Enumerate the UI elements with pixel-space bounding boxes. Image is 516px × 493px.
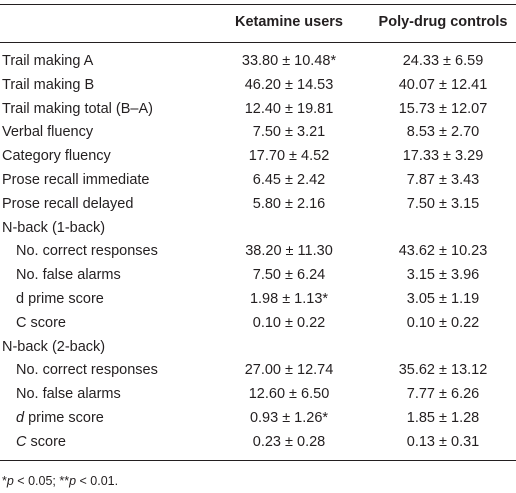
table-cell: 40.07 ± 12.41 [398, 76, 488, 93]
table-cell: 35.62 ± 13.12 [398, 362, 488, 379]
row-label: d prime score [16, 291, 104, 307]
row-label: Trail making B [2, 76, 95, 93]
row-label: C score [16, 314, 66, 331]
table-cell: 6.45 ± 2.42 [252, 172, 326, 188]
section-label: N-back (1-back) [2, 219, 106, 236]
table-cell: 12.40 ± 19.81 [244, 100, 334, 117]
row-label: Trail making total (B–A) [2, 100, 153, 117]
table-cell: 27.00 ± 12.74 [244, 362, 334, 379]
table-cell: 8.53 ± 2.70 [406, 124, 480, 141]
text-segment: p [6, 474, 14, 488]
bottom-rule [0, 460, 516, 461]
table-cell: 17.33 ± 3.29 [402, 148, 484, 165]
text-segment: score [26, 433, 66, 450]
table-cell: 1.85 ± 1.28 [406, 410, 480, 426]
row-label: No. correct responses [16, 362, 158, 379]
row-label: Prose recall immediate [2, 172, 150, 188]
row-label: No. correct responses [16, 243, 158, 260]
table-cell: 1.98 ± 1.13* [249, 291, 329, 307]
row-label: Trail making A [2, 53, 94, 69]
row-label: d prime score [16, 409, 104, 427]
column-header: Poly-drug controls [378, 14, 508, 30]
row-label: Category fluency [2, 148, 111, 165]
top-rule [0, 4, 516, 5]
table-cell: 7.50 ± 3.15 [406, 195, 480, 212]
table-cell: 7.87 ± 3.43 [406, 172, 480, 188]
row-label: Prose recall delayed [2, 195, 134, 212]
footnote: *p < 0.05; **p < 0.01. [2, 474, 118, 488]
table-cell: 7.50 ± 6.24 [252, 267, 326, 284]
text-segment: < 0.05; ** [13, 474, 70, 488]
row-label: No. false alarms [16, 386, 121, 403]
table-cell: 3.05 ± 1.19 [406, 291, 480, 307]
table-cell: 7.50 ± 3.21 [252, 124, 326, 141]
header-rule [0, 42, 516, 43]
table-cell: 3.15 ± 3.96 [406, 267, 480, 284]
text-segment: d [16, 410, 25, 426]
text-segment: < 0.01. [76, 474, 119, 488]
row-label: No. false alarms [16, 267, 121, 284]
table-cell: 0.10 ± 0.22 [406, 314, 480, 331]
table-cell: 33.80 ± 10.48* [241, 53, 337, 69]
table-cell: 15.73 ± 12.07 [398, 100, 488, 117]
table-cell: 0.13 ± 0.31 [406, 433, 480, 450]
table-cell: 12.60 ± 6.50 [248, 386, 330, 403]
table-cell: 7.77 ± 6.26 [406, 386, 480, 403]
text-segment: prime score [24, 410, 104, 426]
table-cell: 46.20 ± 14.53 [244, 76, 334, 93]
table-cell: 0.93 ± 1.26* [249, 410, 329, 426]
row-label: C score [16, 433, 66, 451]
column-header: Ketamine users [235, 14, 343, 30]
text-segment: p [69, 474, 77, 488]
table-cell: 38.20 ± 11.30 [245, 243, 333, 260]
table-cell: 43.62 ± 10.23 [398, 243, 488, 260]
table-cell: 0.10 ± 0.22 [252, 314, 326, 331]
table-cell: 24.33 ± 6.59 [402, 53, 484, 69]
text-segment: * [2, 474, 7, 488]
table-cell: 17.70 ± 4.52 [248, 148, 330, 165]
section-label: N-back (2-back) [2, 338, 106, 355]
row-label: Verbal fluency [2, 124, 94, 141]
table-cell: 5.80 ± 2.16 [252, 195, 326, 212]
table-cell: 0.23 ± 0.28 [252, 433, 326, 450]
text-segment: C [16, 433, 27, 450]
